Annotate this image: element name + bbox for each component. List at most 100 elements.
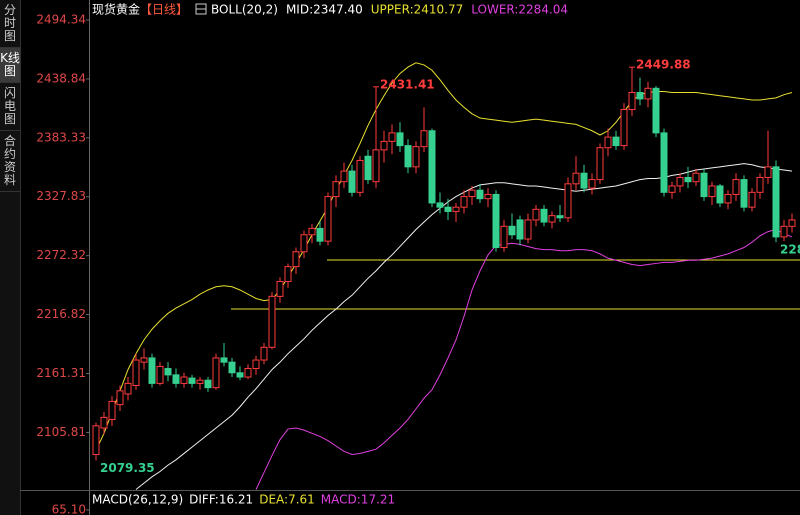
side-tabs: 分时图 K线图 闪电图 合约资料 <box>0 0 21 515</box>
candle-body <box>492 193 500 249</box>
y-tick-label: 2216.82 <box>36 307 86 321</box>
candle-body <box>124 382 132 395</box>
extreme-label: 2449.88 <box>636 58 691 72</box>
candle-body <box>748 191 756 208</box>
candle-body <box>348 170 356 193</box>
candle-body <box>380 140 388 151</box>
candle-body <box>276 280 284 297</box>
candle-body <box>228 361 236 374</box>
extreme-label: 2431.41 <box>380 77 435 91</box>
candle-body <box>588 179 596 189</box>
candle-body <box>500 225 508 249</box>
candle-body <box>564 183 572 219</box>
candle-body <box>180 376 188 384</box>
header-text: MID:2347.40 <box>286 3 363 17</box>
candle-body <box>140 357 148 363</box>
candle-body <box>172 374 180 384</box>
candle-body <box>148 357 156 384</box>
candle-body <box>252 359 260 370</box>
candle-body <box>316 227 324 242</box>
candle-body <box>668 185 676 193</box>
y-tick-label: 2383.33 <box>36 130 86 144</box>
boll-line <box>95 62 793 451</box>
candle-body <box>324 196 332 242</box>
candle-body <box>196 379 204 384</box>
y-tick-label: 2494.34 <box>36 12 86 26</box>
candle-body <box>300 234 308 253</box>
header-text: BOLL(20,2) <box>211 3 278 17</box>
candle-body <box>676 176 684 187</box>
y-tick-label: 2438.84 <box>36 71 86 85</box>
candle-body <box>340 170 348 183</box>
candle-body <box>156 365 164 384</box>
candle-body <box>548 215 556 223</box>
candle-body <box>580 172 588 189</box>
candle-body <box>92 425 100 456</box>
candle-body <box>700 172 708 198</box>
candle-body <box>540 208 548 223</box>
candle-body <box>236 372 244 378</box>
candle-body <box>164 368 172 376</box>
header-text: 【日线】 <box>140 3 188 17</box>
candle-body <box>652 87 660 134</box>
y-tick-label: 2327.83 <box>36 189 86 203</box>
candle-body <box>372 149 380 183</box>
candle-body <box>476 189 484 200</box>
candle-body <box>788 219 796 227</box>
candle-body <box>212 357 220 389</box>
candle-body <box>572 172 580 185</box>
candle-body <box>100 416 108 429</box>
y-tick-label: 2272.32 <box>36 248 86 262</box>
macd-tick-label: 65.10 <box>52 503 86 515</box>
candle-body <box>764 166 772 178</box>
candle-body <box>756 176 764 193</box>
header-text: 现货黄金 <box>92 2 140 17</box>
candle-body <box>356 159 364 193</box>
candle-body <box>452 206 460 212</box>
candle-body <box>332 181 340 198</box>
candle-body <box>516 219 524 240</box>
candle-body <box>396 132 404 147</box>
candle-body <box>644 87 652 100</box>
candle-body <box>508 225 516 236</box>
candle-body <box>772 166 780 238</box>
tab[interactable]: 分时图 <box>0 0 20 48</box>
extreme-label: 2285 <box>780 243 800 257</box>
extreme-label: 2079.35 <box>100 461 155 475</box>
tab[interactable]: K线图 <box>0 48 20 83</box>
candle-body <box>732 179 740 195</box>
candle-body <box>708 185 716 198</box>
candle-body <box>188 377 196 384</box>
candle-body <box>132 359 140 387</box>
candle-body <box>460 196 468 208</box>
y-tick-label: 2105.81 <box>36 425 86 439</box>
candle-body <box>612 136 620 147</box>
candle-body <box>268 295 276 348</box>
candle-body <box>468 189 476 198</box>
candle-body <box>692 172 700 183</box>
candle-body <box>364 155 372 181</box>
boll-line <box>255 228 793 490</box>
candle-body <box>684 176 692 183</box>
candle-body <box>284 266 292 282</box>
header-text: UPPER:2410.77 <box>371 3 463 17</box>
tab[interactable]: 闪电图 <box>0 83 20 131</box>
candle-body <box>532 208 540 221</box>
candle-body <box>620 109 628 147</box>
y-tick-label: 2161.31 <box>36 366 86 380</box>
candle-body <box>204 379 212 389</box>
macd-legend: DEA:7.61 <box>259 493 315 507</box>
tab[interactable]: 合约资料 <box>0 131 20 192</box>
candle-body <box>740 179 748 208</box>
candle-body <box>604 136 612 149</box>
plot-area <box>92 62 800 490</box>
candle-body <box>628 92 636 111</box>
candle-body <box>428 130 436 204</box>
candle-body <box>108 400 116 420</box>
header-text: LOWER:2284.04 <box>471 3 568 17</box>
candle-body <box>724 193 732 204</box>
candle-body <box>484 193 492 200</box>
candle-body <box>524 219 532 240</box>
